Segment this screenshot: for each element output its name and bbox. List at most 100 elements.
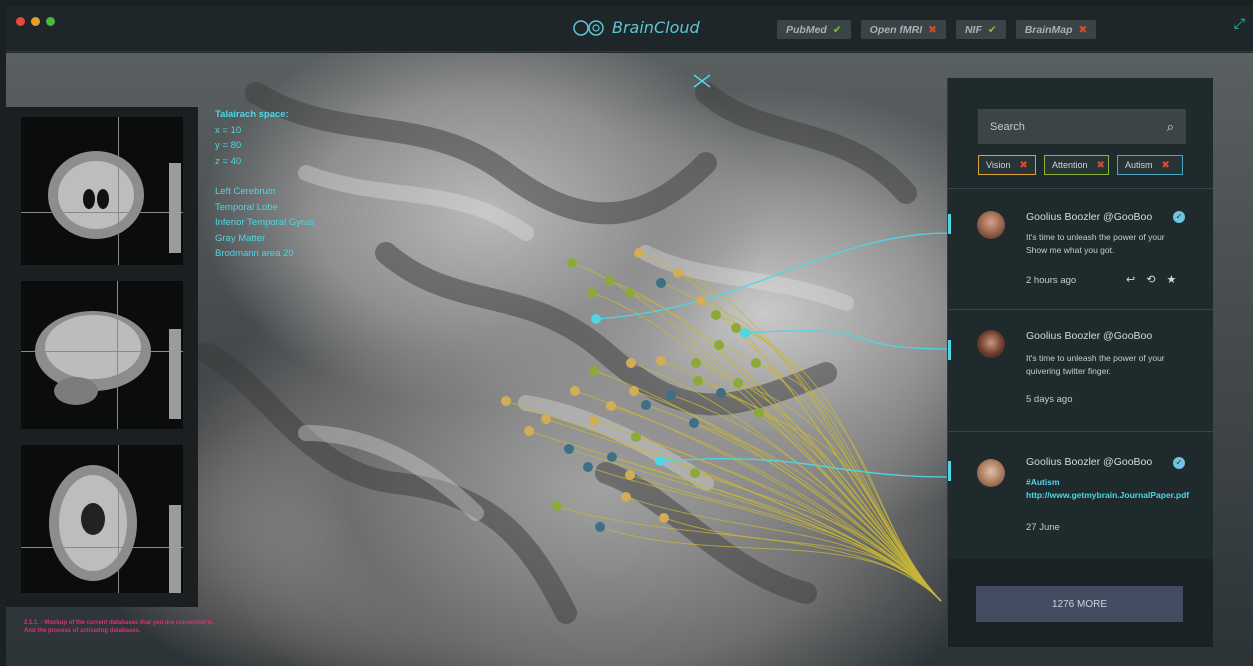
divider — [948, 309, 1213, 310]
remove-tag-icon[interactable]: ✖ — [1161, 159, 1170, 171]
search-icon[interactable]: ⌕ — [1166, 118, 1174, 134]
selected-node[interactable] — [591, 314, 601, 324]
activation-node[interactable] — [625, 288, 635, 298]
db-pubmed[interactable]: PubMed ✔ — [777, 20, 851, 39]
tweet-card[interactable]: Goolius Boozler @GooBoo ✓ It's time to u… — [948, 189, 1213, 309]
link-marker — [948, 340, 951, 360]
activation-node[interactable] — [626, 358, 636, 368]
activation-node[interactable] — [689, 418, 699, 428]
tweet-author[interactable]: Goolius Boozler @GooBoo — [1026, 330, 1153, 342]
slice-crosshair-v — [118, 117, 119, 265]
tag-autism[interactable]: Autism ✖ — [1117, 155, 1183, 175]
activation-node[interactable] — [751, 358, 761, 368]
activation-node[interactable] — [690, 468, 700, 478]
search-input[interactable]: Search ⌕ — [978, 109, 1186, 144]
activation-node[interactable] — [606, 401, 616, 411]
slice-crosshair-v — [117, 281, 118, 429]
close-window-button[interactable] — [16, 17, 25, 26]
region-label: Brodmann area 20 — [215, 248, 294, 259]
activation-node[interactable] — [589, 416, 599, 426]
selected-node[interactable] — [655, 456, 665, 466]
activation-node[interactable] — [711, 310, 721, 320]
divider — [948, 188, 1213, 189]
activation-node[interactable] — [583, 462, 593, 472]
axial-slice[interactable] — [21, 445, 183, 593]
activation-node[interactable] — [621, 492, 631, 502]
activation-node[interactable] — [552, 501, 562, 511]
load-more-button[interactable]: 1276 MORE — [976, 586, 1183, 622]
activation-node[interactable] — [696, 296, 706, 306]
paper-link[interactable]: http://www.getmybrain.JournalPaper.pdf — [1026, 490, 1190, 500]
coronal-slice[interactable] — [21, 117, 183, 265]
tag-attention[interactable]: Attention ✖ — [1044, 155, 1109, 175]
activation-node[interactable] — [673, 268, 683, 278]
link-marker — [948, 461, 951, 481]
activation-node[interactable] — [731, 323, 741, 333]
database-bar: PubMed ✔ Open fMRI ✖ NIF ✔ BrainMap ✖ — [777, 20, 1097, 39]
activation-node[interactable] — [716, 388, 726, 398]
tag-label: Vision — [986, 160, 1011, 170]
activation-node[interactable] — [595, 522, 605, 532]
reply-icon[interactable]: ↩ — [1126, 274, 1136, 286]
activation-node[interactable] — [567, 258, 577, 268]
sagittal-slice[interactable] — [21, 281, 183, 429]
activation-node[interactable] — [541, 414, 551, 424]
remove-tag-icon[interactable]: ✖ — [1019, 159, 1028, 171]
favorite-icon[interactable]: ★ — [1166, 274, 1177, 286]
tweet-card[interactable]: Goolius Boozler @GooBoo ✓ #Autism http:/… — [948, 432, 1213, 552]
note-line: And the process of activating databases. — [24, 628, 141, 634]
activation-node[interactable] — [634, 248, 644, 258]
activation-node[interactable] — [666, 390, 676, 400]
activation-node[interactable] — [570, 386, 580, 396]
selected-link-line — [744, 330, 950, 350]
activation-node[interactable] — [589, 366, 599, 376]
activation-node[interactable] — [754, 408, 764, 418]
activation-node[interactable] — [656, 278, 666, 288]
activation-node[interactable] — [659, 513, 669, 523]
avatar[interactable] — [977, 459, 1005, 487]
tag-vision[interactable]: Vision ✖ — [978, 155, 1036, 175]
activation-node[interactable] — [691, 358, 701, 368]
activation-node[interactable] — [625, 470, 635, 480]
tweet-card[interactable]: Goolius Boozler @GooBoo It's time to unl… — [948, 310, 1213, 430]
expand-icon[interactable]: ⤢ — [1233, 15, 1245, 31]
coronal-brain-image — [48, 151, 144, 239]
minimize-window-button[interactable] — [31, 17, 40, 26]
slice-scrollbar[interactable] — [169, 163, 181, 253]
activation-node[interactable] — [587, 288, 597, 298]
activation-node[interactable] — [714, 340, 724, 350]
tweet-author[interactable]: Goolius Boozler @GooBoo — [1026, 211, 1153, 223]
selected-node[interactable] — [740, 328, 750, 338]
activation-node[interactable] — [605, 276, 615, 286]
activation-node[interactable] — [629, 386, 639, 396]
activation-node[interactable] — [501, 396, 511, 406]
app-logo: BrainCloud — [572, 18, 700, 37]
activation-node[interactable] — [693, 376, 703, 386]
verified-icon: ✓ — [1173, 457, 1185, 469]
avatar[interactable] — [977, 211, 1005, 239]
activation-node[interactable] — [607, 452, 617, 462]
crosshair-icon[interactable] — [693, 74, 711, 88]
avatar[interactable] — [977, 330, 1005, 358]
connection-line — [693, 422, 942, 602]
slice-scrollbar[interactable] — [169, 329, 181, 419]
slice-crosshair-v — [118, 445, 119, 593]
activation-node[interactable] — [631, 432, 641, 442]
activation-node[interactable] — [524, 426, 534, 436]
db-nif[interactable]: NIF ✔ — [955, 20, 1006, 39]
slice-scrollbar[interactable] — [169, 505, 181, 593]
maximize-window-button[interactable] — [46, 17, 55, 26]
hashtag-link[interactable]: #Autism — [1026, 477, 1060, 487]
check-icon: ✔ — [832, 23, 842, 36]
tweet-author[interactable]: Goolius Boozler @GooBoo — [1026, 456, 1153, 468]
db-brainmap[interactable]: BrainMap ✖ — [1015, 20, 1097, 39]
remove-tag-icon[interactable]: ✖ — [1096, 159, 1105, 171]
activation-node[interactable] — [733, 378, 743, 388]
db-open-fmri[interactable]: Open fMRI ✖ — [860, 20, 946, 39]
activation-nodes — [501, 248, 764, 532]
retweet-icon[interactable]: ⟲ — [1146, 274, 1156, 286]
activation-node[interactable] — [656, 356, 666, 366]
activation-node[interactable] — [641, 400, 651, 410]
activation-node[interactable] — [564, 444, 574, 454]
app-title: BrainCloud — [612, 18, 700, 37]
